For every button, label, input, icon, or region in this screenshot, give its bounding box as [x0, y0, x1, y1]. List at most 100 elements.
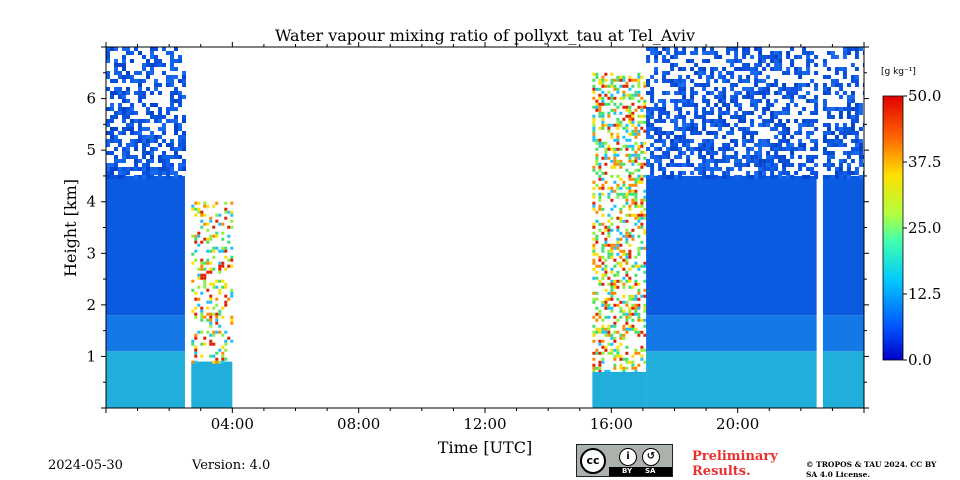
heatmap-cell [814, 171, 819, 175]
heatmap-cell [706, 103, 711, 107]
heatmap-cell [628, 327, 632, 331]
heatmap-cell [197, 207, 201, 211]
heatmap-cell [122, 159, 126, 163]
heatmap-cell [778, 119, 783, 123]
heatmap-cell [625, 219, 629, 223]
heatmap-cell [643, 270, 647, 274]
heatmap-cell [146, 75, 150, 79]
heatmap-cell [802, 123, 807, 127]
heatmap-cell [782, 163, 787, 167]
heatmap-cell [634, 297, 638, 301]
heatmap-cell [802, 71, 807, 75]
heatmap-cell [158, 111, 162, 115]
heatmap-cell [634, 150, 638, 154]
heatmap-cell [774, 163, 779, 167]
heatmap-cell [628, 132, 632, 136]
heatmap-cell [650, 75, 655, 79]
heatmap-cell [150, 115, 154, 119]
heatmap-cell [134, 159, 138, 163]
heatmap-cell [604, 303, 608, 307]
heatmap-cell [146, 135, 150, 139]
heatmap-cell [178, 99, 182, 103]
heatmap-cell [592, 339, 596, 343]
heatmap-cell [628, 96, 632, 100]
heatmap-cell [814, 143, 819, 147]
heatmap-cell [613, 156, 617, 160]
heatmap-cell [114, 127, 118, 131]
heatmap-cell [598, 96, 602, 100]
heatmap-cell [710, 71, 715, 75]
heatmap-cell [742, 139, 747, 143]
heatmap-cell [595, 75, 599, 79]
heatmap-cell [610, 123, 614, 127]
heatmap-cell [631, 324, 635, 328]
heatmap-cell [806, 123, 811, 127]
heatmap-cell [215, 360, 219, 364]
heatmap-cell [174, 115, 178, 119]
heatmap-cell [754, 163, 759, 167]
heatmap-cell [798, 155, 803, 159]
heatmap-cell [616, 132, 620, 136]
heatmap-cell [126, 107, 130, 111]
heatmap-cell [814, 147, 819, 151]
heatmap-cell [662, 111, 667, 115]
heatmap-cell [830, 143, 835, 147]
heatmap-cell [650, 167, 655, 171]
heatmap-cell [601, 351, 605, 355]
heatmap-cell [682, 91, 687, 95]
heatmap-cell [613, 258, 617, 262]
heatmap-cell [230, 219, 234, 223]
heatmap-cell [200, 258, 204, 262]
heatmap-cell [619, 315, 623, 319]
heatmap-cell [770, 67, 775, 71]
heatmap-cell [224, 267, 228, 271]
heatmap-cell [854, 67, 859, 71]
heatmap-cell [200, 225, 204, 229]
heatmap-cell [212, 249, 216, 253]
heatmap-cell [625, 147, 629, 151]
heatmap-cell [674, 155, 679, 159]
heatmap-cell [209, 216, 213, 220]
heatmap-cell [774, 143, 779, 147]
heatmap-cell [770, 127, 775, 131]
heatmap-cell [203, 267, 207, 271]
heatmap-cell [622, 294, 626, 298]
heatmap-cell [658, 135, 663, 139]
heatmap-cell [658, 167, 663, 171]
heatmap-cell [200, 273, 204, 277]
heatmap-cell [114, 155, 118, 159]
heatmap-cell [806, 119, 811, 123]
heatmap-cell [714, 163, 719, 167]
heatmap-cell [798, 71, 803, 75]
heatmap-cell [646, 83, 651, 87]
heatmap-cell [221, 231, 225, 235]
license-badge[interactable]: cc i ↺ BY SA [576, 444, 673, 477]
heatmap-cell [814, 155, 819, 159]
heatmap-cell [114, 63, 118, 67]
heatmap-cell [218, 330, 222, 334]
heatmap-cell [625, 234, 629, 238]
heatmap-cell [634, 108, 638, 112]
heatmap-cell [126, 167, 130, 171]
heatmap-cell [846, 51, 851, 55]
heatmap-cell [166, 83, 170, 87]
heatmap-cell [862, 163, 864, 167]
heatmap-cell [794, 91, 799, 95]
heatmap-cell [786, 87, 791, 91]
heatmap-cell [654, 119, 659, 123]
heatmap-cell [138, 87, 142, 91]
heatmap-cell [138, 139, 142, 143]
heatmap-cell [126, 75, 130, 79]
heatmap-cell [762, 79, 767, 83]
heatmap-cell [802, 163, 807, 167]
heatmap-cell [634, 294, 638, 298]
heatmap-cell [227, 258, 231, 262]
heatmap-cell [607, 243, 611, 247]
heatmap-cell [822, 175, 827, 179]
heatmap-cell [142, 67, 146, 71]
heatmap-cell [619, 123, 623, 127]
heatmap-cell [850, 151, 855, 155]
heatmap-cell [678, 87, 683, 91]
heatmap-cell [730, 167, 735, 171]
heatmap-cell [758, 47, 763, 51]
